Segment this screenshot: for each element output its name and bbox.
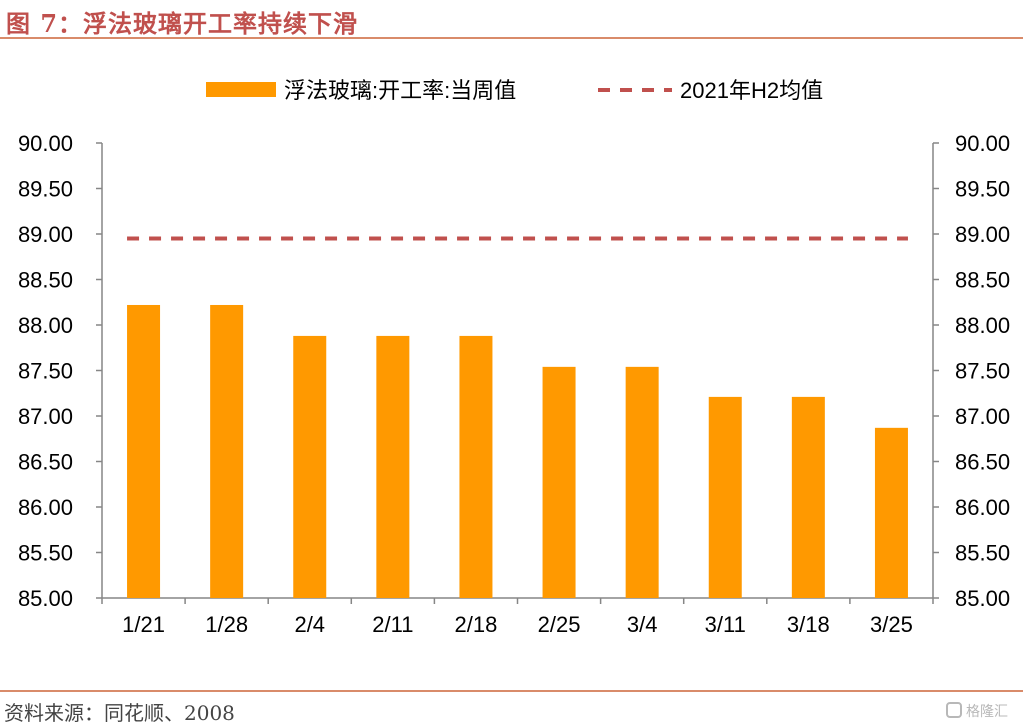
- bar: [874, 427, 908, 598]
- y-tick-label-right: 88.00: [955, 313, 1010, 338]
- y-tick-label-right: 86.50: [955, 450, 1010, 475]
- legend-label-bar: 浮法玻璃:开工率:当周值: [284, 78, 516, 103]
- y-tick-label-right: 85.00: [955, 586, 1010, 611]
- y-tick-label-left: 87.00: [18, 404, 73, 429]
- source-note: 资料来源：同花顺、2008: [4, 701, 235, 725]
- watermark-text: 格隆汇: [966, 704, 1008, 720]
- watermark-logo-icon: [946, 702, 962, 718]
- bar: [708, 396, 742, 598]
- x-tick-label: 3/11: [705, 612, 746, 637]
- y-tick-label-right: 85.50: [955, 541, 1010, 566]
- bar: [293, 335, 327, 598]
- y-tick-label-right: 88.50: [955, 268, 1010, 293]
- x-tick-label: 1/21: [122, 612, 165, 637]
- y-tick-label-right: 89.00: [955, 222, 1010, 247]
- bar: [791, 396, 825, 598]
- bar-series: [127, 304, 908, 598]
- y-tick-label-right: 89.50: [955, 177, 1010, 202]
- y-tick-label-right: 87.50: [955, 359, 1010, 384]
- footer-divider: [0, 690, 1023, 692]
- legend-swatch-bar: [206, 82, 276, 97]
- y-tick-label-left: 88.00: [18, 313, 73, 338]
- bar: [376, 335, 410, 598]
- title-divider: [0, 37, 1023, 39]
- x-tick-label: 2/25: [538, 612, 581, 637]
- bar: [625, 366, 659, 598]
- legend-label-line: 2021年H2均值: [680, 78, 823, 103]
- bar: [542, 366, 576, 598]
- y-tick-label-left: 85.00: [18, 586, 73, 611]
- y-tick-label-left: 89.50: [18, 177, 73, 202]
- y-tick-label-left: 85.50: [18, 541, 73, 566]
- bar: [459, 335, 493, 598]
- legend: 浮法玻璃:开工率:当周值 2021年H2均值: [206, 78, 823, 103]
- bar: [210, 304, 244, 598]
- chart-title: 图 7：浮法玻璃开工率持续下滑: [6, 9, 359, 38]
- x-tick-label: 3/18: [787, 612, 830, 637]
- x-tick-label: 2/4: [294, 612, 325, 637]
- y-tick-label-right: 87.00: [955, 404, 1010, 429]
- y-tick-label-left: 87.50: [18, 359, 73, 384]
- y-tick-label-left: 88.50: [18, 268, 73, 293]
- y-tick-label-left: 86.50: [18, 450, 73, 475]
- axes: 85.00 85.00 85.50 85.50 86.00 86.00 86.50 86.50…: [18, 131, 1010, 637]
- x-tick-label: 3/4: [627, 612, 658, 637]
- x-tick-label: 3/25: [870, 612, 913, 637]
- bar: [127, 304, 161, 598]
- y-tick-label-right: 90.00: [955, 131, 1010, 156]
- y-tick-label-left: 89.00: [18, 222, 73, 247]
- y-tick-label-left: 86.00: [18, 495, 73, 520]
- y-tick-label-left: 90.00: [18, 131, 73, 156]
- x-tick-label: 1/28: [205, 612, 248, 637]
- x-tick-label: 2/18: [455, 612, 498, 637]
- x-tick-label: 2/11: [372, 612, 413, 637]
- watermark: 格隆汇: [946, 700, 1018, 722]
- y-tick-label-right: 86.00: [955, 495, 1010, 520]
